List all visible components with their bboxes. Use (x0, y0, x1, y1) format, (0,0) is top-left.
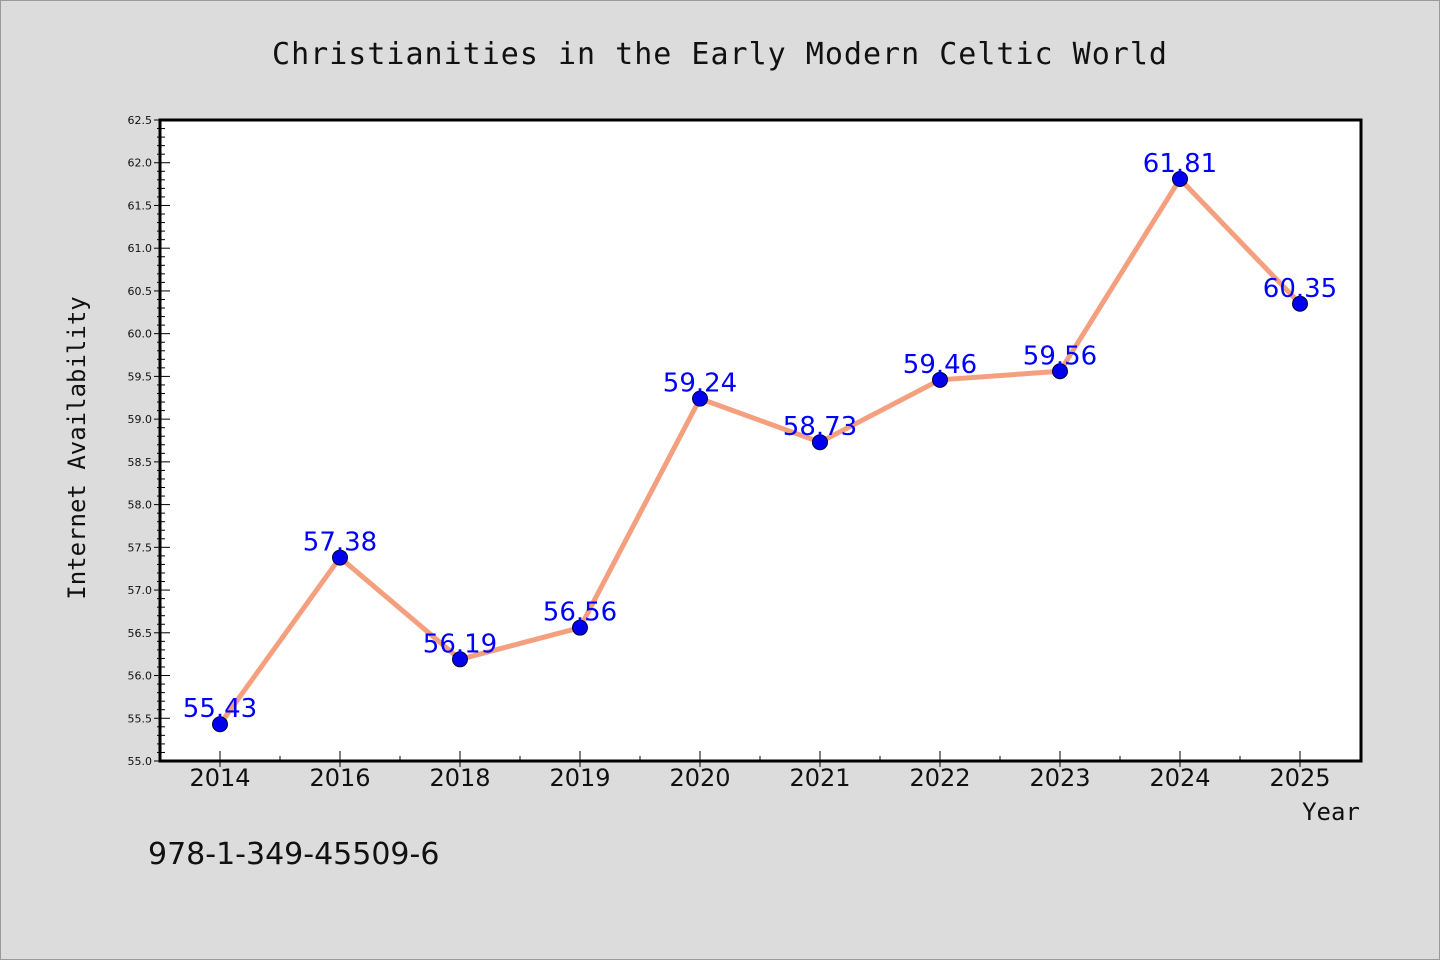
data-point (1172, 170, 1188, 187)
y-tick-label: 60.0 (128, 328, 153, 341)
y-tick-label: 57.5 (128, 541, 153, 554)
data-point (1052, 363, 1068, 380)
x-tick-label: 2018 (429, 764, 490, 792)
x-tick-label: 2016 (309, 764, 370, 792)
data-point (452, 651, 468, 668)
x-tick-label: 2023 (1029, 764, 1090, 792)
data-label: 61.81 (1143, 149, 1217, 179)
x-tick-label: 2021 (789, 764, 850, 792)
data-label: 59.24 (663, 369, 737, 399)
x-axis-title: Year (1302, 798, 1360, 826)
data-label: 55.43 (183, 694, 257, 724)
data-label: 59.56 (1023, 341, 1097, 371)
y-tick-label: 62.5 (128, 114, 153, 127)
chart-title: Christianities in the Early Modern Celti… (272, 37, 1168, 72)
data-label: 56.56 (543, 598, 617, 628)
series-line (217, 176, 1302, 726)
y-axis: 55.0 55.5 56.0 56.5 57.0 57.5 58.0 58.5 59.0 59.5… (128, 114, 170, 768)
y-tick-label: 59.5 (128, 370, 153, 383)
y-tick-label: 59.0 (128, 413, 153, 426)
data-point (1292, 295, 1308, 312)
x-tick-label: 2019 (549, 764, 610, 792)
x-axis: 2014 2016 2018 2019 2020 2021 2022 2023 2024 2025 (189, 751, 1331, 792)
data-point (812, 434, 828, 451)
data-label: 57.38 (303, 528, 377, 558)
x-tick-label: 2024 (1149, 764, 1210, 792)
series-markers (212, 170, 1308, 733)
data-label: 59.46 (903, 350, 977, 380)
y-axis-title: Internet Availability (63, 296, 91, 599)
data-point (692, 390, 708, 407)
y-tick-label: 62.0 (128, 157, 153, 170)
y-tick-label: 58.0 (128, 499, 153, 512)
y-tick-label: 56.0 (128, 670, 153, 683)
data-label: 56.19 (423, 629, 497, 659)
x-tick-label: 2020 (669, 764, 730, 792)
data-label: 60.35 (1263, 274, 1337, 304)
data-point (212, 716, 228, 733)
y-tick-label: 55.0 (128, 755, 153, 768)
y-tick-label: 61.5 (128, 199, 153, 212)
y-tick-label: 57.0 (128, 584, 153, 597)
data-labels: 55.43 57.38 56.19 56.56 59.24 58.73 59.46 59.56… (183, 149, 1337, 724)
y-tick-label: 61.0 (128, 242, 153, 255)
x-tick-label: 2025 (1269, 764, 1330, 792)
y-tick-label: 55.5 (128, 712, 153, 725)
data-label: 58.73 (783, 412, 857, 442)
y-tick-label: 56.5 (128, 627, 153, 640)
y-tick-label: 60.5 (128, 285, 153, 298)
data-point (572, 619, 588, 636)
y-tick-label: 58.5 (128, 456, 153, 469)
data-point (332, 549, 348, 566)
x-tick-label: 2014 (189, 764, 250, 792)
isbn-label: 978-1-349-45509-6 (148, 837, 439, 872)
plot-area (158, 118, 1363, 763)
data-point (932, 371, 948, 388)
x-tick-label: 2022 (909, 764, 970, 792)
